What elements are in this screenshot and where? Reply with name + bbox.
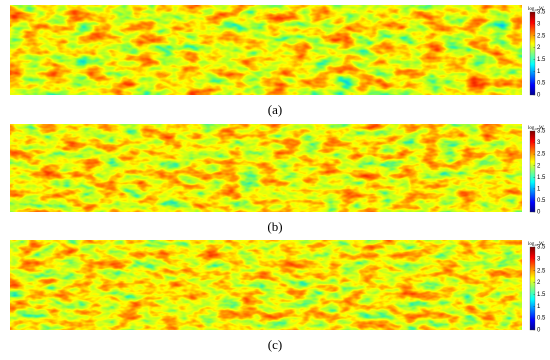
colorbar-tick-label: 1 bbox=[537, 186, 541, 192]
heatmap-image bbox=[10, 5, 522, 95]
panel-caption: (a) bbox=[268, 102, 282, 117]
heatmap-image bbox=[10, 124, 522, 212]
panel-caption: (b) bbox=[267, 219, 282, 234]
panel-caption: (c) bbox=[268, 337, 282, 352]
colorbar-tick-label: 1 bbox=[537, 69, 541, 75]
colorbar-tick-label: 1.5 bbox=[537, 57, 546, 63]
colorbar-tick-label: 2 bbox=[537, 280, 541, 286]
colorbar-tick-label: 3.5 bbox=[537, 245, 546, 251]
colorbar-tick-label: 0.5 bbox=[537, 316, 546, 322]
colorbar-tick-label: 3 bbox=[537, 140, 541, 146]
colorbar-tick-label: 3 bbox=[537, 256, 541, 262]
colorbar-tick-label: 0 bbox=[537, 93, 541, 99]
colorbar-tick-label: 2 bbox=[537, 45, 541, 51]
colorbar-label: log₁₀ W bbox=[528, 126, 544, 131]
colorbar-tick-label: 0 bbox=[537, 210, 541, 216]
colorbar-tick-label: 1.5 bbox=[537, 292, 546, 298]
colorbar-tick-label: 3.5 bbox=[537, 129, 546, 135]
colorbar-tick-label: 2.5 bbox=[537, 33, 546, 39]
heatmap-image bbox=[10, 240, 522, 330]
colorbar-tick-label: 0.5 bbox=[537, 198, 546, 204]
colorbar-label: log₁₀ W bbox=[528, 242, 544, 247]
colorbar-tick-label: 0.5 bbox=[537, 81, 546, 87]
colorbar-tick-label: 3.5 bbox=[537, 10, 546, 16]
colorbar-tick-label: 3 bbox=[537, 21, 541, 27]
colorbar bbox=[529, 11, 536, 96]
colorbar-tick-label: 0 bbox=[537, 328, 541, 334]
colorbar-label: log₁₀ W bbox=[528, 7, 544, 12]
colorbar-tick-label: 2.5 bbox=[537, 152, 546, 158]
colorbar bbox=[529, 130, 536, 213]
colorbar bbox=[529, 246, 536, 331]
colorbar-tick-label: 1 bbox=[537, 304, 541, 310]
colorbar-tick-label: 2 bbox=[537, 163, 541, 169]
colorbar-tick-label: 1.5 bbox=[537, 175, 546, 181]
colorbar-tick-label: 2.5 bbox=[537, 268, 546, 274]
